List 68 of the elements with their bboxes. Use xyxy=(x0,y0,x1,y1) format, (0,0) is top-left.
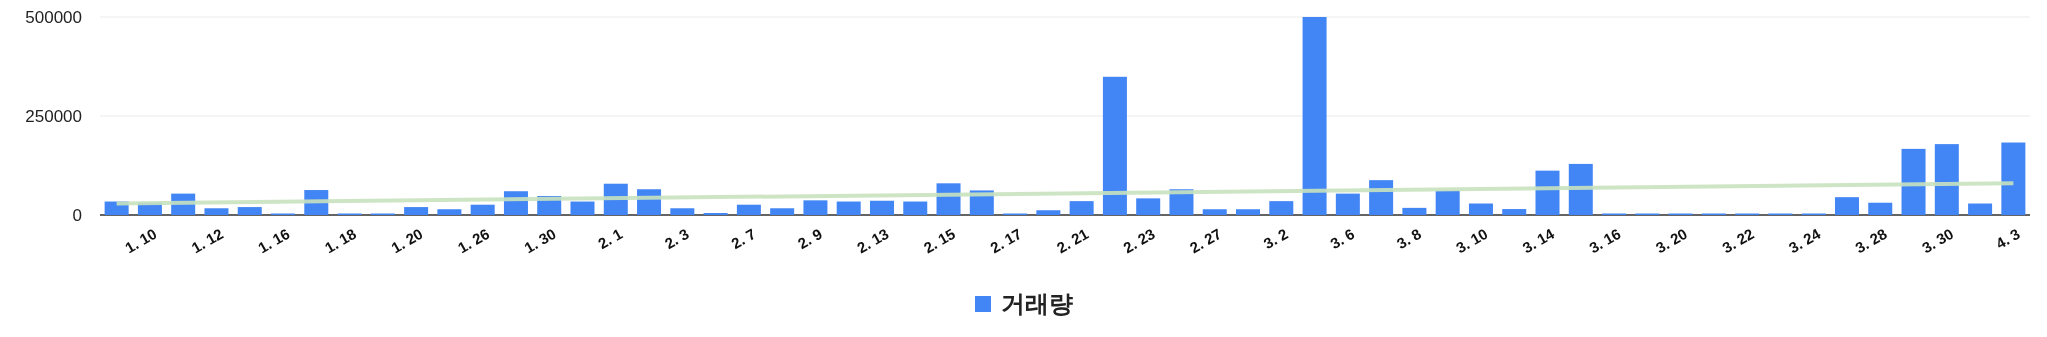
bar xyxy=(1502,209,1527,215)
x-tick-label: 3. 10 xyxy=(1453,224,1491,257)
bar xyxy=(1868,202,1893,215)
bar xyxy=(570,201,595,215)
bar xyxy=(1435,190,1460,215)
x-tick-label: 1. 12 xyxy=(188,224,226,257)
x-tick-label: 2. 1 xyxy=(595,224,626,253)
x-tick-label: 3. 20 xyxy=(1652,224,1691,257)
x-tick-label: 2. 9 xyxy=(794,224,825,253)
x-tick-label: 3. 2 xyxy=(1260,224,1291,253)
x-tick-label: 3. 8 xyxy=(1393,224,1424,253)
x-tick-label: 2. 3 xyxy=(661,224,692,253)
bar xyxy=(1136,198,1161,215)
bar xyxy=(404,207,429,215)
x-tick-label: 2. 27 xyxy=(1186,224,1225,257)
bar xyxy=(770,208,795,215)
bar xyxy=(1069,201,1094,215)
legend: 거래량 xyxy=(975,290,1073,317)
bar xyxy=(1102,76,1127,215)
bar xyxy=(1468,203,1493,215)
x-tick-label: 3. 28 xyxy=(1852,224,1890,257)
bar xyxy=(470,204,495,215)
bar xyxy=(1036,210,1061,215)
x-tick-label: 2. 15 xyxy=(920,224,959,257)
y-tick-label: 500000 xyxy=(25,8,82,27)
bar xyxy=(1834,197,1859,215)
x-tick-label: 3. 22 xyxy=(1719,224,1757,257)
bar xyxy=(869,200,894,215)
x-tick-label: 1. 16 xyxy=(255,224,293,257)
bar xyxy=(1202,209,1227,215)
x-tick-label: 3. 24 xyxy=(1785,224,1824,257)
bar xyxy=(2001,142,2026,215)
bar xyxy=(836,201,861,215)
bar xyxy=(1901,148,1926,215)
bar xyxy=(1568,163,1593,215)
x-tick-label: 2. 13 xyxy=(854,224,892,257)
bar xyxy=(1236,209,1261,215)
x-tick-label: 1. 26 xyxy=(454,224,493,257)
x-tick-label: 4. 3 xyxy=(1992,224,2023,253)
bar xyxy=(1968,203,1993,215)
x-tick-label: 2. 23 xyxy=(1120,224,1158,257)
y-tick-label: 0 xyxy=(72,206,82,225)
legend-label: 거래량 xyxy=(1001,290,1073,317)
bar xyxy=(237,207,262,215)
bar xyxy=(1535,170,1560,215)
x-tick-label: 1. 30 xyxy=(521,224,559,257)
bar xyxy=(1402,207,1427,215)
x-tick-label: 2. 17 xyxy=(987,224,1025,257)
x-tick-label: 1. 10 xyxy=(122,224,160,257)
bar xyxy=(1269,201,1294,215)
x-tick-label: 1. 20 xyxy=(388,224,426,257)
bar xyxy=(803,200,828,215)
bar xyxy=(903,201,928,215)
x-tick-label: 1. 18 xyxy=(321,224,360,257)
bar xyxy=(670,208,695,215)
bar xyxy=(1302,17,1327,215)
x-tick-label: 2. 7 xyxy=(728,224,759,253)
x-tick-label: 2. 21 xyxy=(1053,224,1092,257)
bar xyxy=(736,204,761,215)
x-tick-label: 3. 6 xyxy=(1327,224,1358,253)
bar xyxy=(1934,144,1959,215)
x-tick-label: 3. 14 xyxy=(1519,224,1558,257)
x-tick-label: 3. 16 xyxy=(1586,224,1624,257)
y-tick-label: 250000 xyxy=(25,107,82,126)
bar xyxy=(437,209,462,215)
bar xyxy=(204,208,229,215)
x-tick-label: 3. 30 xyxy=(1918,224,1957,257)
bar xyxy=(1335,193,1360,215)
